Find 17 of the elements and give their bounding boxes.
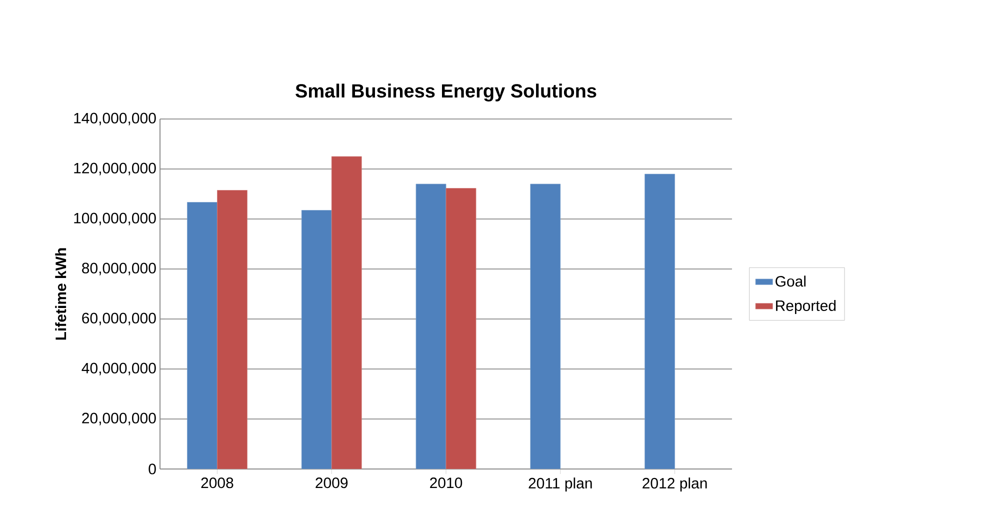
y-tick-label: 20,000,000 bbox=[82, 412, 156, 426]
y-tick-label: 140,000,000 bbox=[74, 112, 156, 126]
y-tick-label: 60,000,000 bbox=[82, 312, 156, 326]
x-tick-label: 2012 plan bbox=[642, 478, 707, 492]
y-tick-label: 0 bbox=[148, 464, 156, 474]
y-axis-title: Lifetime kWh bbox=[55, 248, 66, 340]
legend-label: Reported bbox=[776, 300, 836, 314]
x-tick-label: 2009 bbox=[316, 478, 348, 488]
x-tick-label: 2008 bbox=[201, 478, 234, 488]
x-tick-label: 2011 plan bbox=[528, 478, 592, 492]
y-tick-label: 100,000,000 bbox=[74, 212, 156, 226]
y-tick-label: 120,000,000 bbox=[74, 162, 156, 176]
y-tick-label: 80,000,000 bbox=[82, 262, 156, 276]
y-tick-label: 40,000,000 bbox=[82, 362, 156, 376]
x-tick-label: 2010 bbox=[430, 478, 462, 488]
chart-title: Small Business Energy Solutions bbox=[296, 84, 596, 102]
legend-label: Goal bbox=[776, 276, 806, 287]
